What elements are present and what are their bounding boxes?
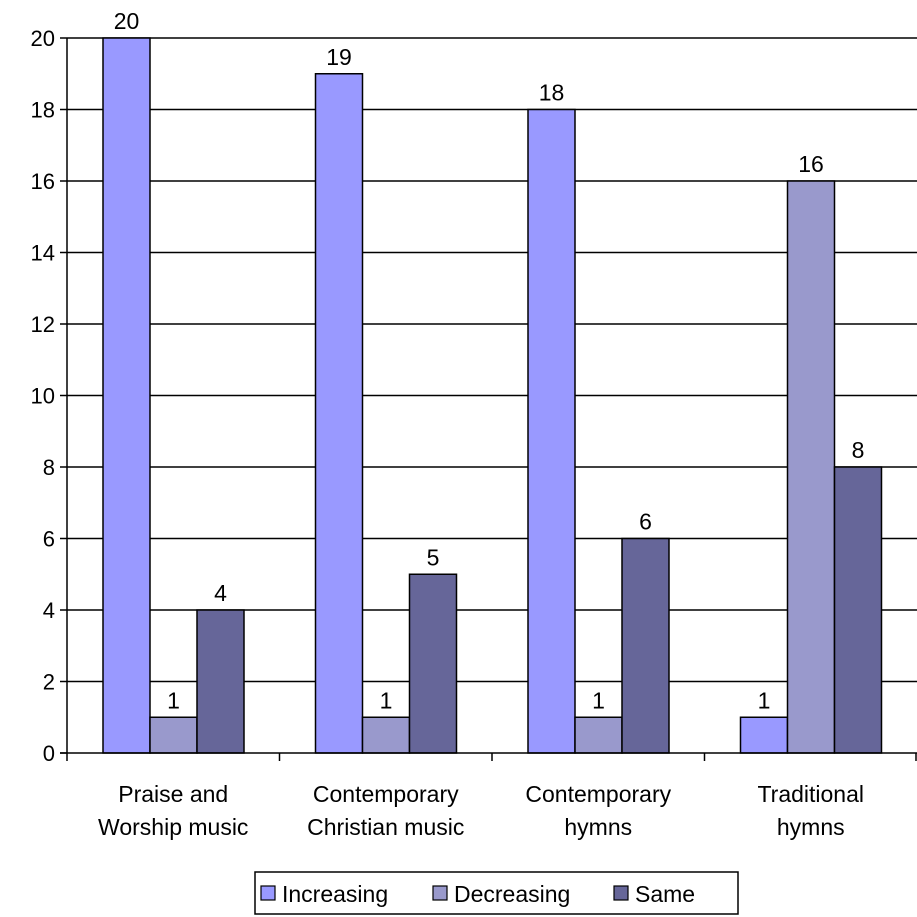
x-category-label: Praise and Worship music [98,781,248,840]
y-tick-label: 16 [31,169,55,194]
legend-label-same: Same [635,881,695,907]
x-category-label: Traditional hymns [757,781,864,840]
bar-increasing-2 [527,108,576,754]
y-tick-label: 0 [43,741,55,766]
bar-increasing-1 [314,73,364,754]
bar-same-1 [408,573,458,754]
data-label: 16 [798,151,824,177]
bar-increasing-0 [102,37,151,754]
legend-box [254,871,739,915]
bar-same-2 [621,537,670,754]
data-label: 20 [114,8,140,34]
bar-decreasing-1 [361,716,411,754]
data-label: 6 [639,509,652,535]
y-tick-label: 20 [31,26,55,51]
data-label: 8 [852,437,865,463]
bar-same-0 [196,609,245,754]
legend-swatch-decreasing [432,885,448,901]
data-label: 1 [592,687,605,713]
data-label: 5 [427,544,440,570]
data-labels: 20 19 18 1 1 1 1 16 4 5 6 8 [114,8,865,713]
data-label: 18 [539,80,565,106]
bar-same-3 [833,466,883,754]
bar-increasing-3 [739,716,789,754]
legend-swatch-increasing [260,885,276,901]
y-tick-label: 2 [43,670,55,695]
category-labels: Praise and Worship music Contemporary Chris… [98,781,864,840]
legend-swatch-same [613,885,629,901]
y-tick-label: 4 [43,598,55,623]
legend-label-increasing: Increasing [282,881,388,907]
y-tick-label: 8 [43,455,55,480]
x-category-label: Contemporary Christian music [307,781,464,840]
bar-decreasing-0 [149,716,198,754]
y-tick-label: 10 [31,384,55,409]
data-label: 1 [380,687,393,713]
data-label: 1 [758,687,771,713]
y-tick-label: 14 [31,241,55,266]
data-label: 4 [214,580,227,606]
bar-decreasing-2 [574,716,623,754]
y-tick-label: 12 [31,312,55,337]
y-tick-label: 6 [43,527,55,552]
y-tick-label: 18 [31,98,55,123]
legend-label-decreasing: Decreasing [454,881,570,907]
bar-decreasing-3 [786,180,836,754]
legend: Increasing Decreasing Same [254,871,739,915]
data-label: 1 [167,687,180,713]
data-label: 19 [326,44,352,70]
x-category-label: Contemporary hymns [525,781,671,840]
